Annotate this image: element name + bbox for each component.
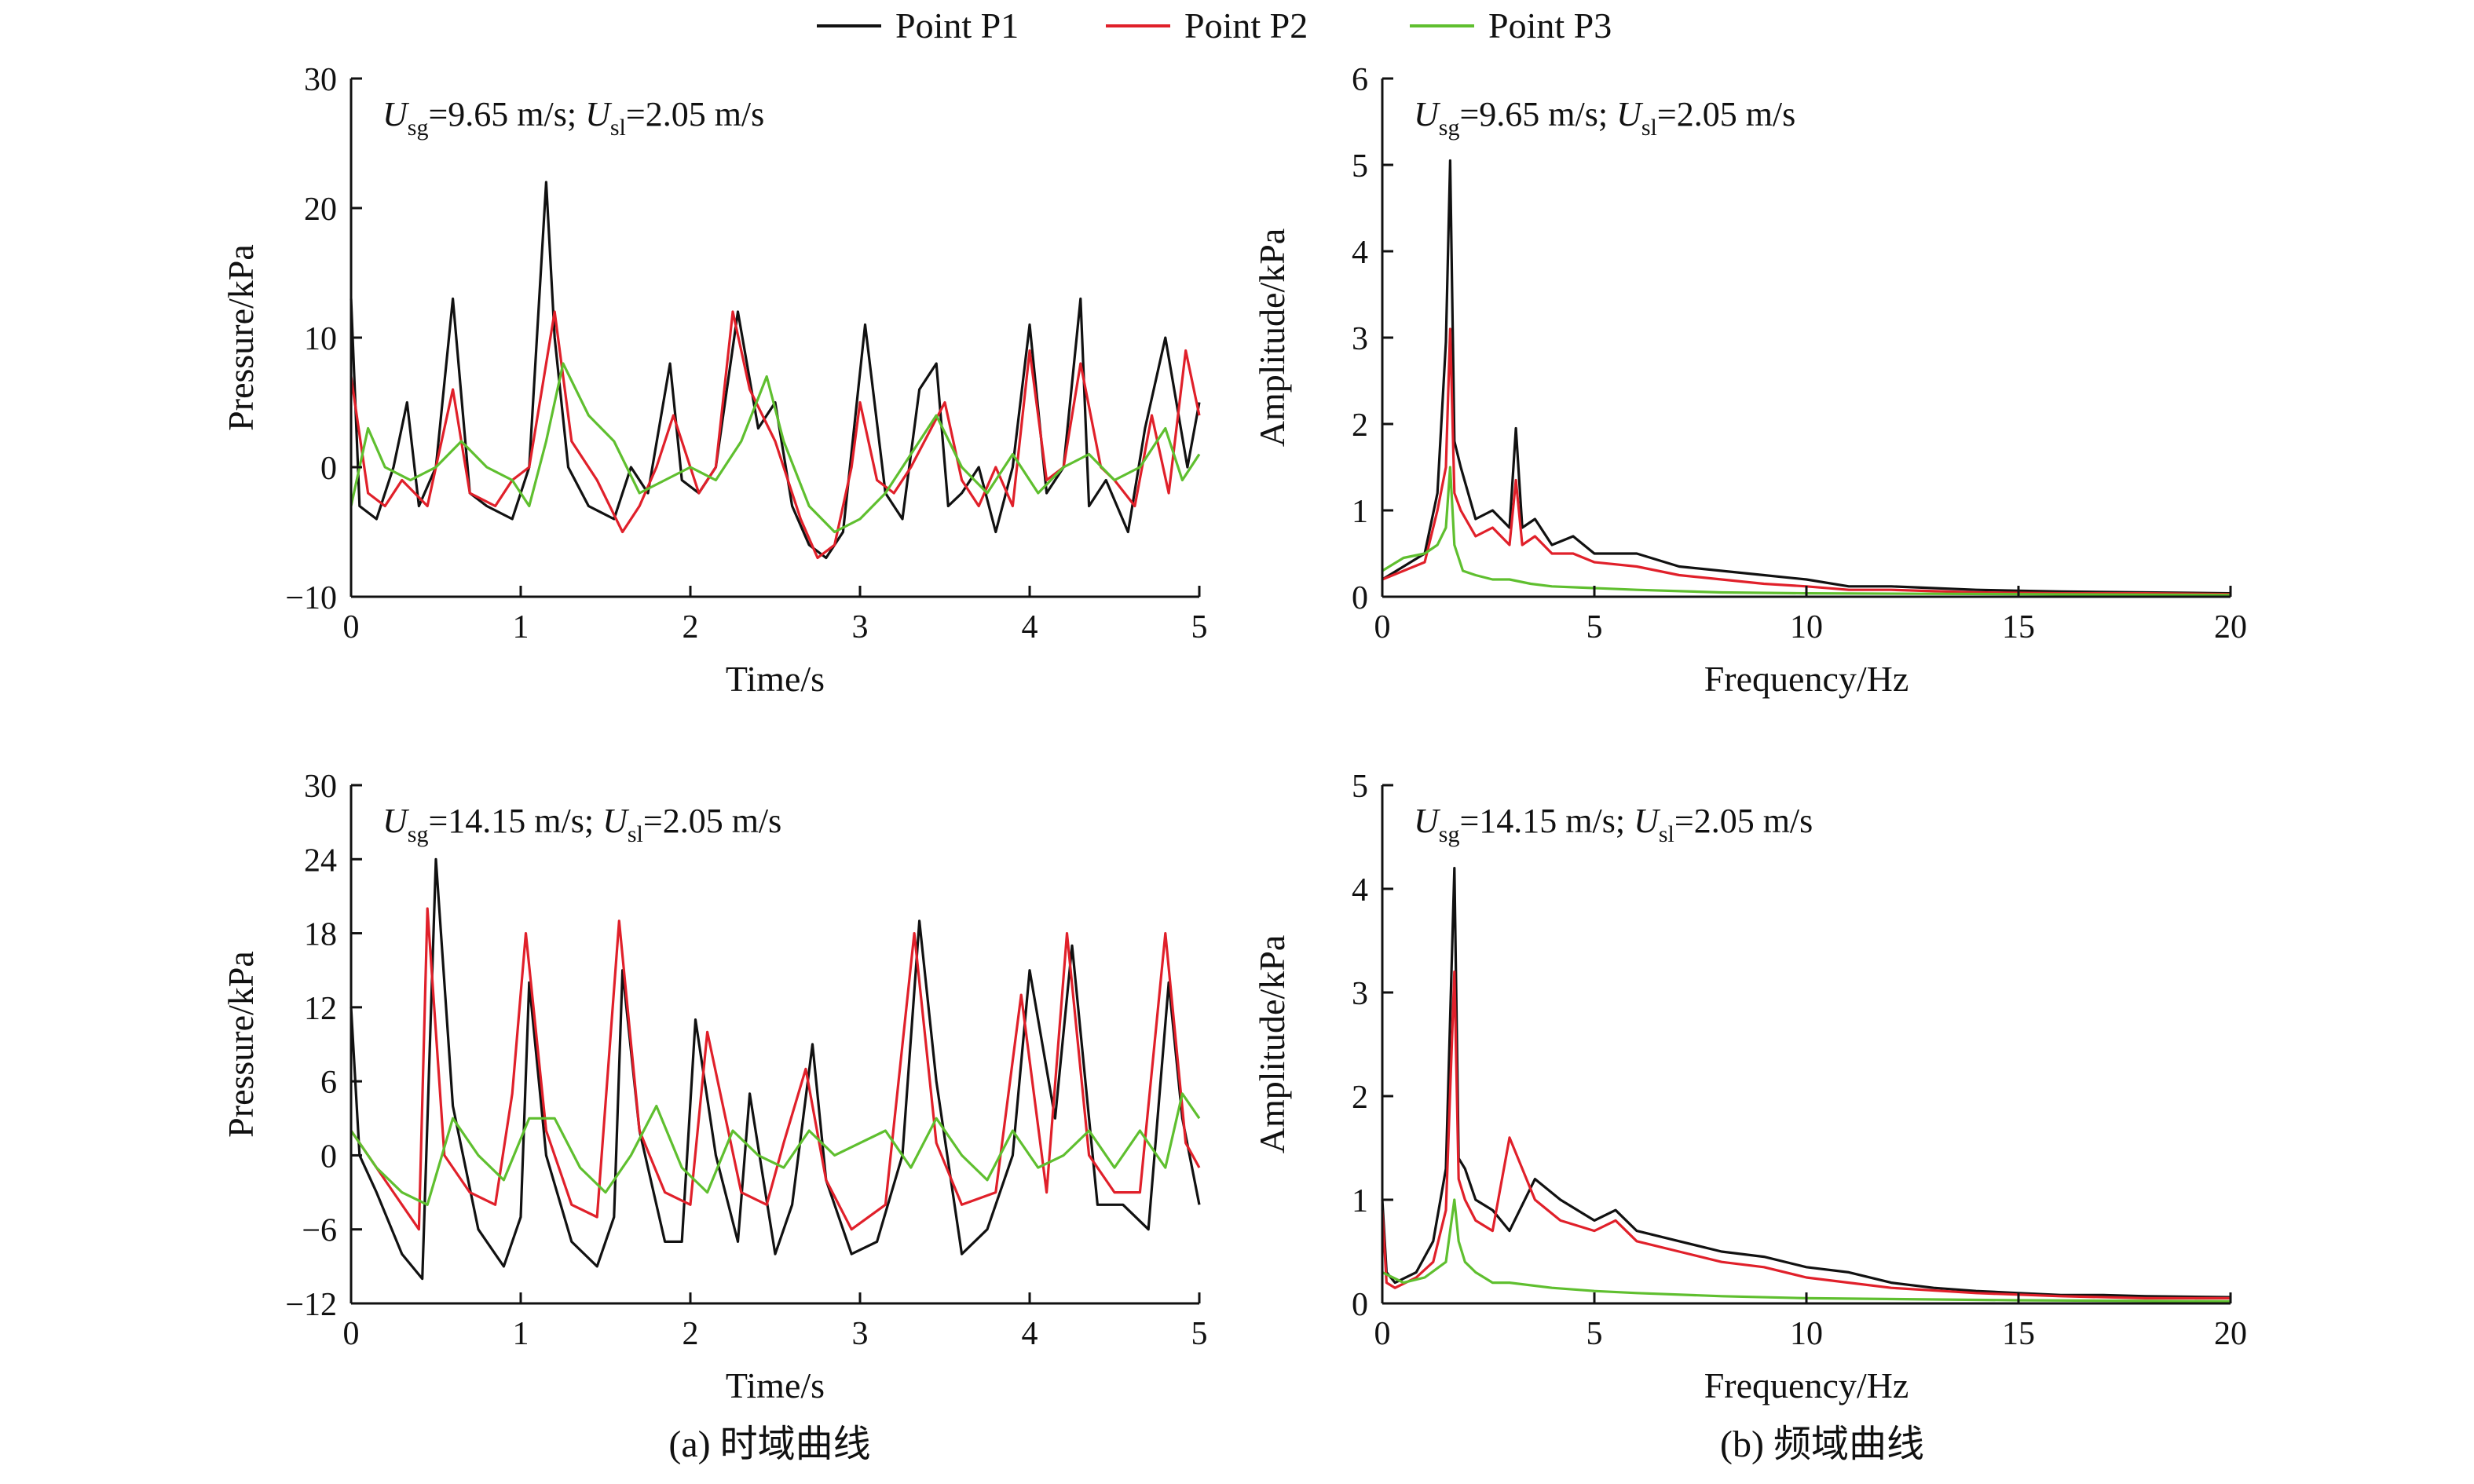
legend: Point P1 Point P2 Point P3 <box>817 5 1612 46</box>
y-tick-label: 0 <box>1352 1287 1368 1323</box>
caption-time-domain: (a) 时域曲线 <box>668 1424 870 1465</box>
x-tick-label: 4 <box>1022 1316 1038 1352</box>
y-tick-label: −12 <box>285 1287 337 1323</box>
velocity-annotation: Usg=9.65 m/s; Usl=2.05 m/s <box>1414 95 1795 141</box>
x-tick-label: 4 <box>1022 609 1038 645</box>
series-line-p3 <box>350 362 1201 534</box>
series-line-p1 <box>350 857 1201 1281</box>
x-tick-label: 5 <box>1587 609 1603 645</box>
y-axis-label: Pressure/kPa <box>221 244 261 431</box>
y-tick-label: 3 <box>1352 321 1368 357</box>
y-tick-label: 2 <box>1352 408 1368 444</box>
panel-freq-top: 0 5 10 15 20 0 1 2 3 4 5 6 Frequency/Hz Amplitude/kPa… <box>1252 62 2247 699</box>
series-line-p2 <box>1381 970 2231 1299</box>
x-tick-label: 3 <box>852 1316 869 1352</box>
y-tick-label: 1 <box>1352 1183 1368 1219</box>
x-tick-label: 3 <box>852 609 869 645</box>
x-tick-label: 5 <box>1191 1316 1208 1352</box>
y-tick-label: 0 <box>320 451 337 487</box>
y-tick-label: 0 <box>1352 580 1368 616</box>
x-tick-label: 2 <box>683 1316 699 1352</box>
y-tick-label: 4 <box>1352 872 1368 908</box>
y-tick-label: 1 <box>1352 494 1368 530</box>
velocity-annotation: Usg=9.65 m/s; Usl=2.05 m/s <box>382 95 764 141</box>
panel-time-bottom: 0 1 2 3 4 5−12−60612182430Time/sPressure/kPaU… <box>221 769 1208 1405</box>
x-tick-label: 5 <box>1587 1316 1603 1352</box>
x-tick-label: 1 <box>513 609 529 645</box>
y-tick-label: 30 <box>304 62 337 98</box>
y-tick-label: 4 <box>1352 235 1368 271</box>
legend-label-p2: Point P2 <box>1184 5 1308 46</box>
y-tick-label: 20 <box>304 192 337 228</box>
y-tick-label: 12 <box>304 991 337 1027</box>
series-line-p1 <box>1381 867 2231 1299</box>
series-line-p3 <box>350 1092 1201 1206</box>
y-tick-label: 3 <box>1352 976 1368 1012</box>
panel-freq-bottom: 0 5 10 15 20 0 1 2 3 4 5 Frequency/Hz Amplitude/kPa U… <box>1252 769 2247 1405</box>
series-line-p2 <box>1382 327 2231 596</box>
legend-label-p1: Point P1 <box>895 5 1019 46</box>
x-tick-label: 10 <box>1790 609 1823 645</box>
chart-panels: 0 1 2 3 4 5−100102030Time/sPressure/kPaUsg=9.… <box>221 62 2247 1405</box>
x-axis-label: Frequency/Hz <box>1704 1365 1909 1405</box>
y-tick-label: 0 <box>320 1139 337 1175</box>
y-tick-label: 10 <box>304 321 337 357</box>
y-tick-label: 2 <box>1352 1080 1368 1116</box>
series-line-p1 <box>350 181 1201 560</box>
panel-time-top: 0 1 2 3 4 5−100102030Time/sPressure/kPaUsg=9.… <box>221 62 1208 699</box>
y-tick-label: 24 <box>304 843 337 879</box>
legend-label-p3: Point P3 <box>1488 5 1612 46</box>
x-tick-label: 2 <box>683 609 699 645</box>
y-tick-label: 18 <box>304 917 337 953</box>
x-axis-label: Frequency/Hz <box>1704 659 1909 699</box>
x-tick-label: 15 <box>2002 1316 2035 1352</box>
x-tick-label: 0 <box>1374 609 1391 645</box>
caption-frequency-domain: (b) 频域曲线 <box>1720 1424 1924 1465</box>
x-tick-label: 15 <box>2002 609 2035 645</box>
x-axis-label: Time/s <box>726 1365 825 1405</box>
x-tick-label: 20 <box>2214 609 2247 645</box>
series-line-p3 <box>1382 1198 2231 1303</box>
series-line-p3 <box>1382 466 2231 597</box>
x-axis-label: Time/s <box>726 659 825 699</box>
velocity-annotation: Usg=14.15 m/s; Usl=2.05 m/s <box>382 802 781 847</box>
x-tick-label: 1 <box>513 1316 529 1352</box>
y-tick-label: 30 <box>304 769 337 805</box>
series-line-p2 <box>350 310 1201 560</box>
x-tick-label: 0 <box>343 609 360 645</box>
y-tick-label: −10 <box>285 580 337 616</box>
y-tick-label: −6 <box>302 1213 337 1249</box>
x-tick-label: 20 <box>2214 1316 2247 1352</box>
y-axis-label: Amplitude/kPa <box>1252 228 1292 448</box>
series-line-p2 <box>350 907 1201 1231</box>
x-tick-label: 0 <box>1374 1316 1391 1352</box>
y-axis-label: Pressure/kPa <box>221 951 261 1138</box>
y-tick-label: 6 <box>320 1065 337 1101</box>
y-tick-label: 5 <box>1352 769 1368 805</box>
y-tick-label: 5 <box>1352 148 1368 185</box>
x-tick-label: 10 <box>1790 1316 1823 1352</box>
y-tick-label: 6 <box>1352 62 1368 98</box>
x-tick-label: 5 <box>1191 609 1208 645</box>
velocity-annotation: Usg=14.15 m/s; Usl=2.05 m/s <box>1414 802 1813 847</box>
y-axis-label: Amplitude/kPa <box>1252 935 1292 1154</box>
x-tick-label: 0 <box>343 1316 360 1352</box>
series-line-p1 <box>1382 159 2231 595</box>
